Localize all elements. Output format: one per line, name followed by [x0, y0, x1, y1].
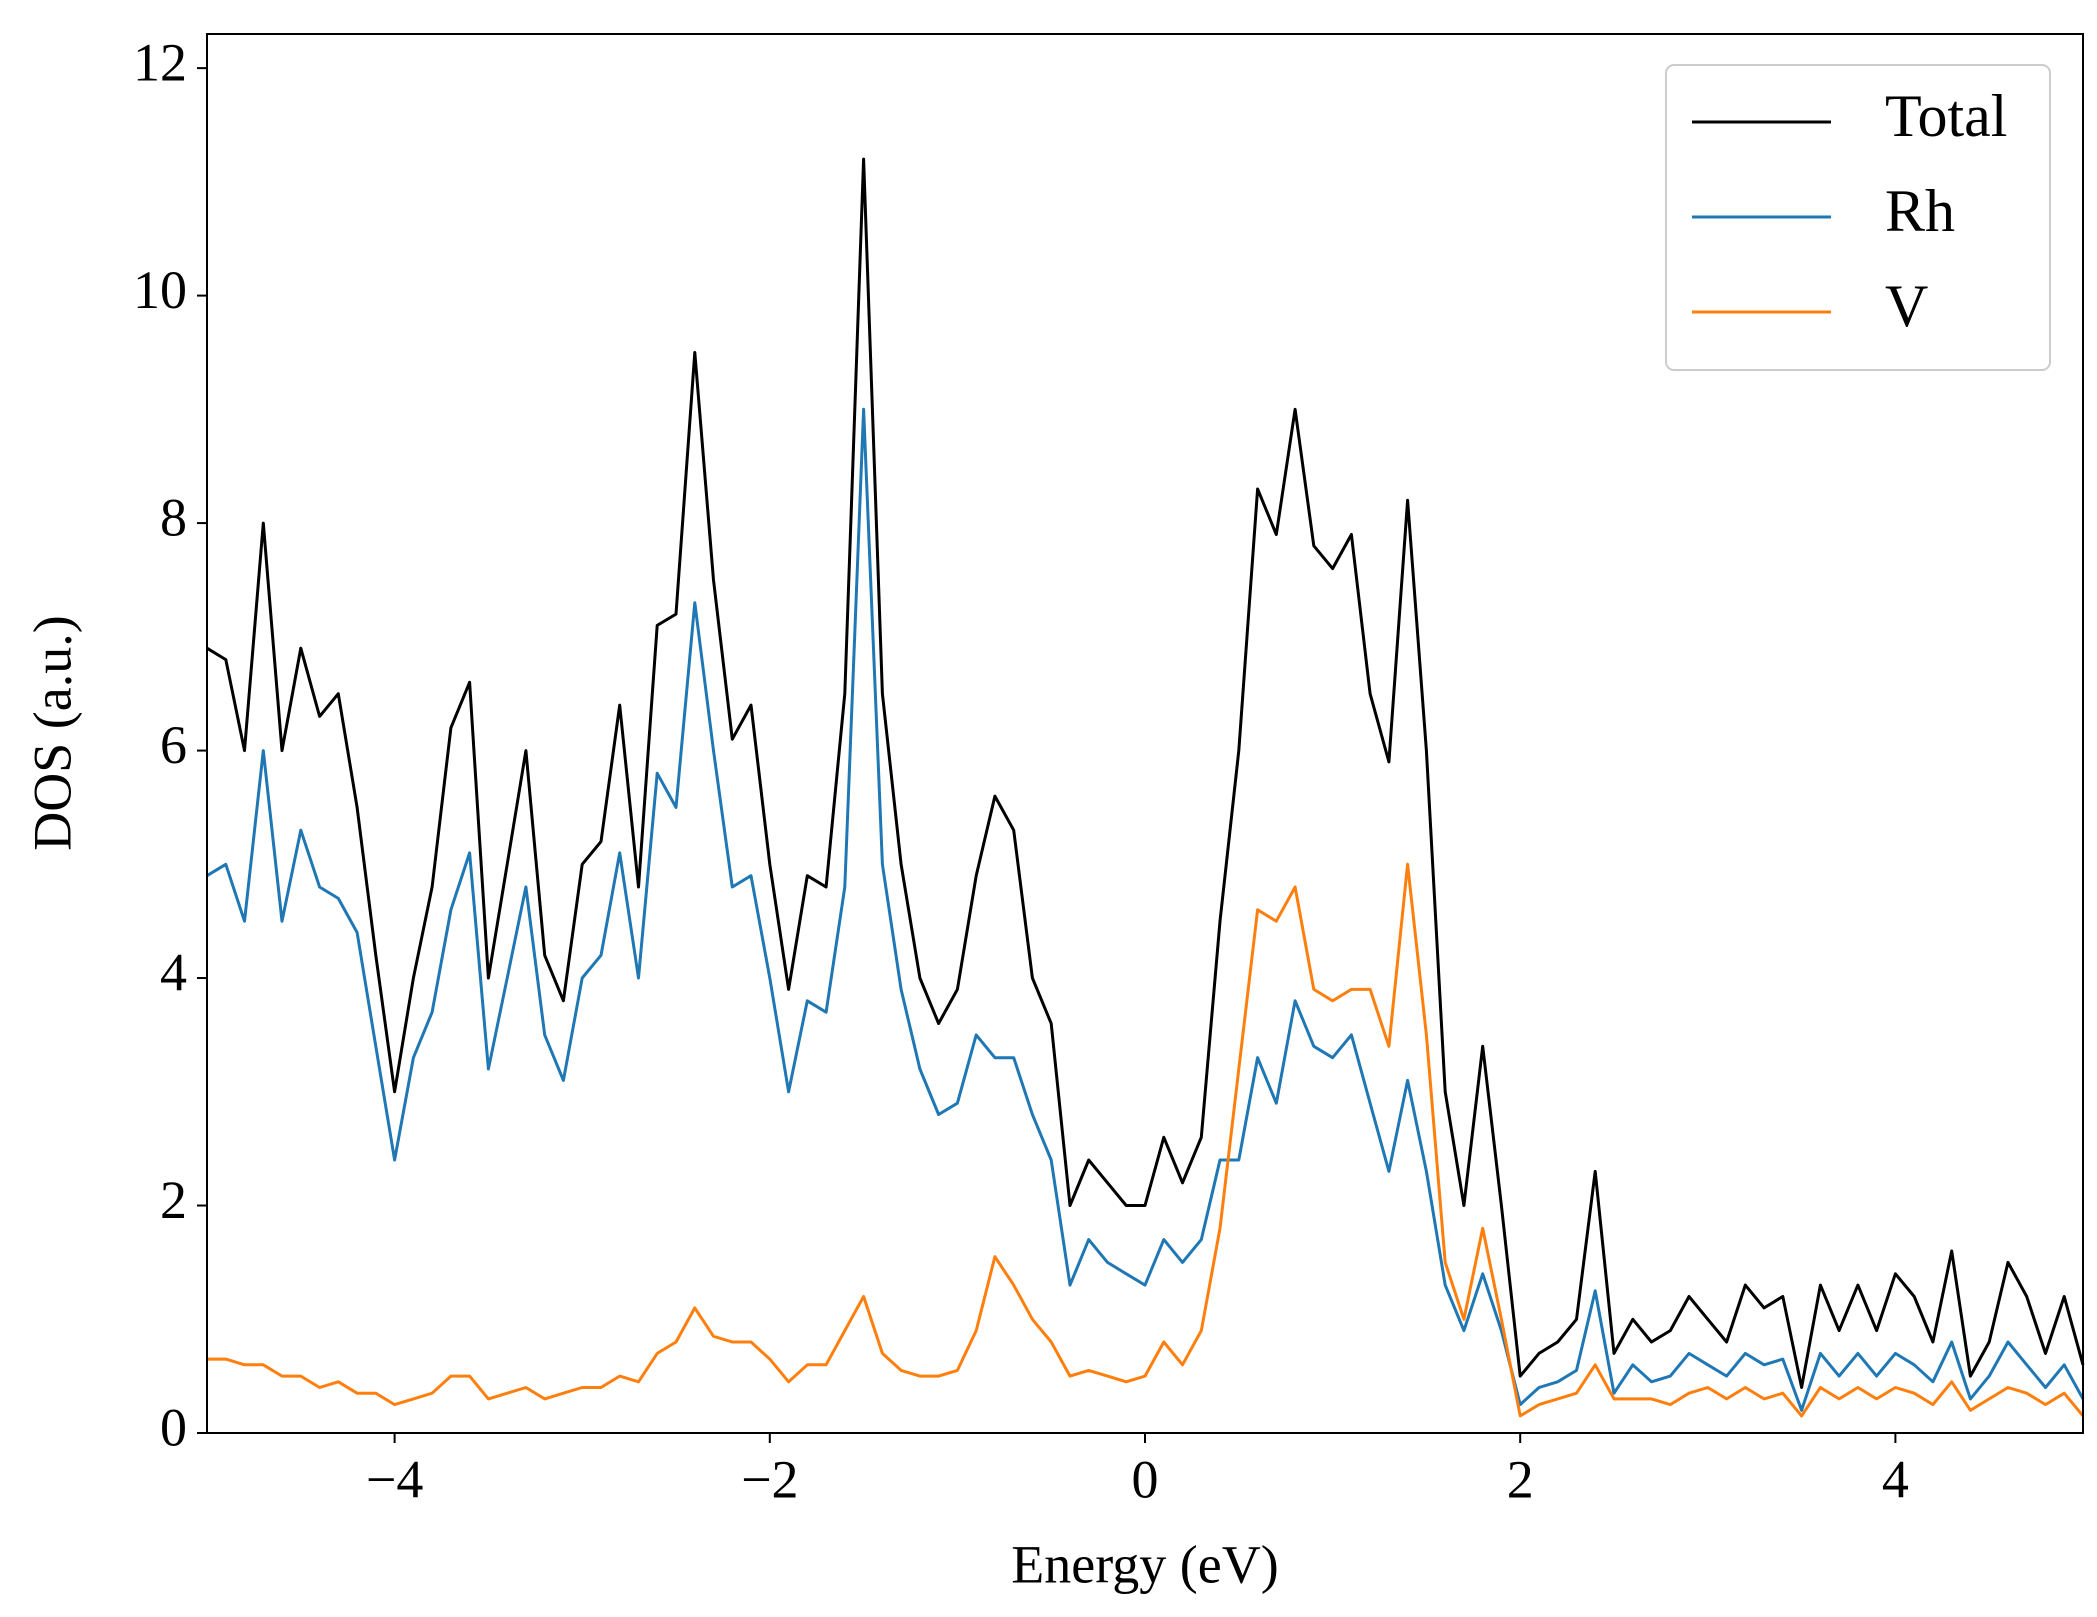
y-tick-label: 4 [160, 942, 187, 1002]
x-tick-label: 2 [1507, 1449, 1534, 1509]
legend-label: Rh [1885, 178, 1955, 244]
y-tick-label: 10 [133, 260, 187, 320]
legend-label: V [1885, 273, 1928, 339]
y-tick-label: 0 [160, 1397, 187, 1457]
x-tick-label: 0 [1132, 1449, 1159, 1509]
series-line [207, 862, 2085, 1418]
y-tick-label: 8 [160, 487, 187, 547]
x-tick-label: −4 [366, 1449, 423, 1509]
y-tick-label: 12 [133, 33, 187, 93]
x-tick-label: 4 [1882, 1449, 1909, 1509]
x-axis-label: Energy (eV) [1011, 1534, 1278, 1594]
series-line [206, 407, 2085, 1412]
y-axis-label: DOS (a.u.) [22, 615, 82, 850]
legend-box [1665, 64, 2051, 371]
y-tick-label: 2 [160, 1170, 187, 1230]
axes-frame [206, 33, 2084, 1434]
legend-label: Total [1885, 83, 2007, 149]
series-line [206, 157, 2085, 1389]
y-tick-label: 6 [160, 715, 187, 775]
x-tick-label: −2 [741, 1449, 798, 1509]
